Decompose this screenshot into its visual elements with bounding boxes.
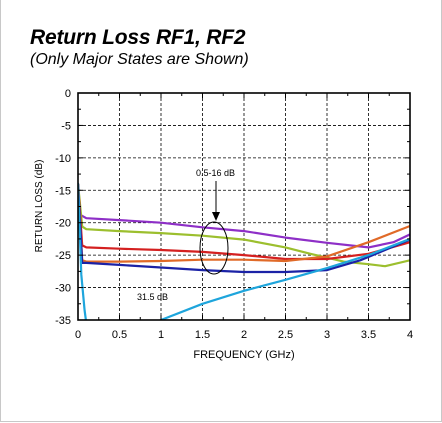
x-tick-label: 2	[241, 329, 247, 341]
chart-subtitle: (Only Major States are Shown)	[30, 51, 249, 68]
y-tick-label: -20	[55, 218, 71, 230]
x-tick-label: 0	[75, 329, 81, 341]
tick-marks	[77, 92, 411, 321]
y-tick-label: -15	[55, 185, 71, 197]
annotation-label-states: 0.5-16 dB	[196, 168, 235, 178]
y-tick-label: -30	[55, 283, 71, 295]
y-tick-label: -35	[55, 315, 71, 327]
grid-lines	[78, 93, 410, 320]
x-tick-label: 2.5	[278, 329, 293, 341]
x-axis-label: FREQUENCY (GHz)	[193, 349, 294, 361]
y-tick-label: -10	[55, 153, 71, 165]
x-tick-label: 1.5	[195, 329, 210, 341]
series-line-2	[78, 182, 410, 268]
x-tick-label: 3.5	[361, 329, 376, 341]
chart-title: Return Loss RF1, RF2	[30, 26, 246, 49]
annotation-ellipse	[199, 221, 229, 275]
annotation-label-max-state: 31.5 dB	[137, 292, 168, 302]
series-line-4	[78, 182, 410, 263]
y-axis-label: RETURN LOSS (dB)	[34, 160, 45, 253]
annotation-arrow-head	[212, 212, 220, 221]
y-tick-label: -5	[61, 120, 71, 132]
y-tick-labels: 0 -5 -10 -15 -20 -25 -30 -35	[55, 88, 71, 327]
x-tick-label: 4	[407, 329, 413, 341]
series-line-6	[78, 182, 410, 320]
x-tick-label: 0.5	[112, 329, 127, 341]
annotation-states: 0.5-16 dB	[196, 168, 235, 275]
x-tick-label: 1	[158, 329, 164, 341]
y-tick-label: -25	[55, 250, 71, 262]
series-line-3	[78, 182, 410, 261]
series-line-5	[78, 182, 410, 274]
x-tick-label: 3	[324, 329, 330, 341]
y-tick-label: 0	[65, 88, 71, 100]
x-tick-labels: 0 0.5 1 1.5 2 2.5 3 3.5 4	[75, 329, 413, 341]
